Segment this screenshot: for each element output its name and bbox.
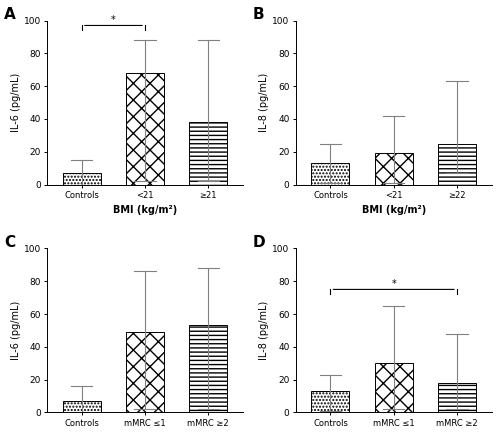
Y-axis label: IL-8 (pg/mL): IL-8 (pg/mL) [260,73,270,132]
Bar [374,363,412,412]
Text: A: A [4,7,16,22]
Text: D: D [252,235,265,250]
Bar [190,326,228,412]
Y-axis label: IL-8 (pg/mL): IL-8 (pg/mL) [260,301,270,360]
X-axis label: BMI (kg/m²): BMI (kg/m²) [362,205,426,215]
X-axis label: BMI (kg/m²): BMI (kg/m²) [113,205,177,215]
Y-axis label: IL-6 (pg/mL): IL-6 (pg/mL) [11,301,21,360]
Bar [126,73,164,184]
Bar [63,401,101,412]
Y-axis label: IL-6 (pg/mL): IL-6 (pg/mL) [11,73,21,132]
Text: B: B [252,7,264,22]
Bar [312,163,350,184]
Bar [312,391,350,412]
Bar [63,173,101,184]
Bar [438,383,476,412]
Bar [438,143,476,184]
Bar [374,153,412,184]
Text: C: C [4,235,15,250]
Bar [126,332,164,412]
Bar [190,122,228,184]
Text: *: * [111,15,116,25]
Text: *: * [392,279,396,289]
